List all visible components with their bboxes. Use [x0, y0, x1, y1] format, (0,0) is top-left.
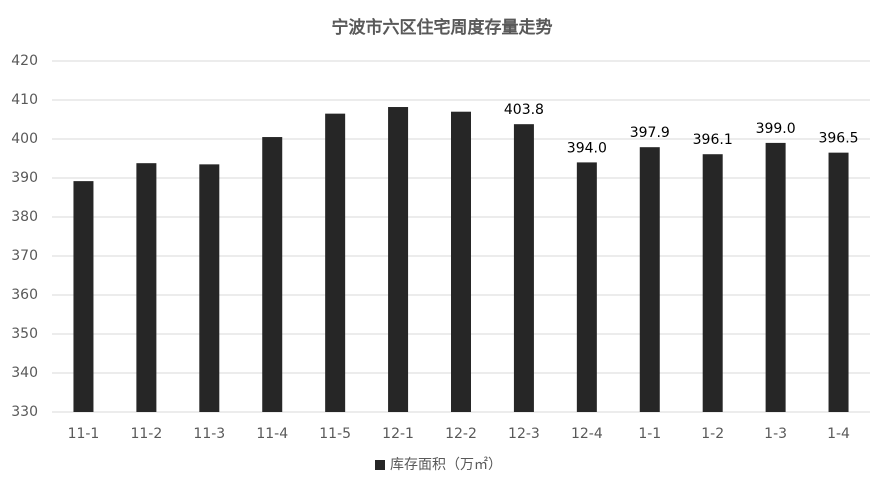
y-tick-label: 330 [11, 404, 38, 420]
bar [388, 107, 409, 413]
x-tick-label: 12-1 [382, 426, 414, 442]
x-tick-label: 11-4 [256, 426, 288, 442]
chart-title: 宁波市六区住宅周度存量走势 [332, 17, 553, 38]
y-tick-label: 380 [11, 209, 38, 225]
legend-label: 库存面积（万㎡） [390, 457, 502, 473]
x-tick-label: 11-5 [319, 426, 351, 442]
data-label: 394.0 [567, 140, 607, 156]
x-tick-label: 1-1 [638, 426, 661, 442]
y-tick-label: 420 [11, 53, 38, 69]
y-tick-label: 390 [11, 170, 38, 186]
x-tick-label: 12-4 [571, 426, 603, 442]
data-label: 399.0 [756, 121, 796, 137]
bar [828, 152, 849, 412]
x-tick-label: 11-3 [193, 426, 225, 442]
y-tick-label: 400 [11, 131, 38, 147]
bar [513, 124, 534, 413]
bar [576, 162, 597, 412]
y-tick-label: 360 [11, 287, 38, 303]
bar [702, 154, 723, 412]
y-tick-label: 410 [11, 92, 38, 108]
x-tick-label: 11-1 [68, 426, 100, 442]
bar [199, 164, 220, 412]
bar [325, 113, 346, 413]
bar [765, 142, 786, 412]
y-tick-label: 350 [11, 326, 38, 342]
data-label: 396.5 [818, 131, 858, 147]
x-tick-label: 1-3 [764, 426, 787, 442]
bar [262, 137, 283, 413]
data-label: 397.9 [630, 125, 670, 141]
bar [136, 163, 157, 412]
bar [639, 147, 660, 412]
y-tick-label: 340 [11, 365, 38, 381]
x-tick-label: 11-2 [130, 426, 162, 442]
legend-swatch [375, 460, 385, 470]
bar [451, 111, 471, 412]
x-tick-label: 12-3 [508, 426, 540, 442]
data-label: 396.1 [693, 132, 733, 148]
bar [73, 181, 94, 412]
y-tick-label: 370 [11, 248, 38, 264]
x-tick-label: 12-2 [445, 426, 477, 442]
data-label: 403.8 [504, 102, 544, 118]
x-tick-label: 1-4 [827, 426, 850, 442]
x-tick-label: 1-2 [701, 426, 724, 442]
